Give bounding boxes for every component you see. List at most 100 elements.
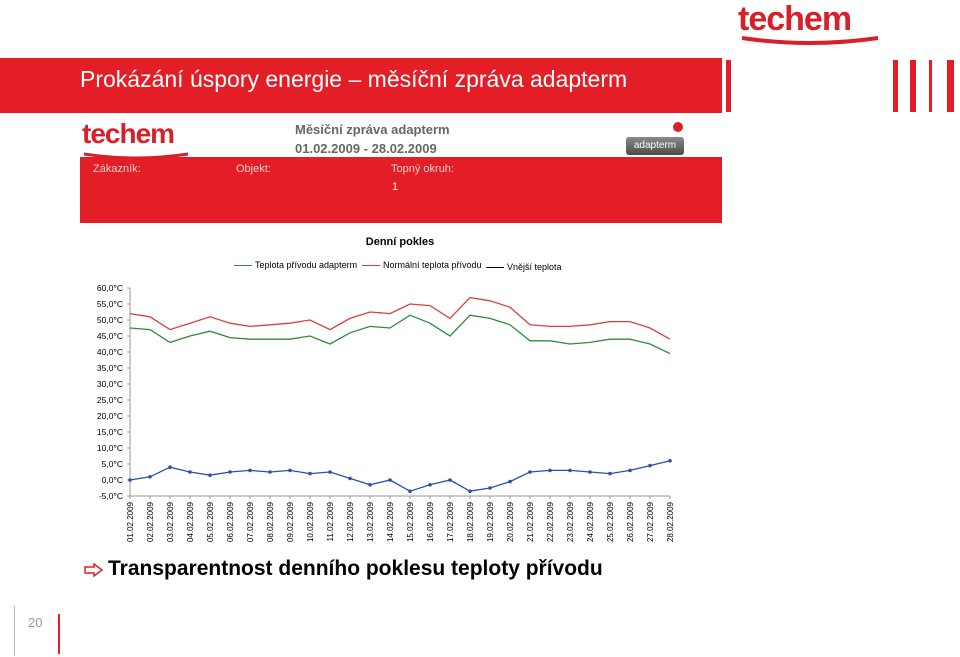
slide-title: Prokázání úspory energie – měsíční zpráv… [80,66,628,92]
footer-divider [14,606,15,656]
decor-bar [910,60,916,112]
decor-bar [929,60,932,112]
y-tick-label: 45,0°C [97,331,123,341]
x-tick-label: 11.02.2009 [326,501,335,541]
series-point [188,470,192,474]
x-tick-label: 12.02.2009 [346,501,355,542]
series-line-2 [129,460,671,492]
x-tick-label: 21.02.2009 [526,501,535,542]
x-tick-label: 19.02.2009 [486,501,495,542]
x-tick-label: 24.02.2009 [586,501,595,542]
y-tick-label: 10,0°C [97,443,123,453]
y-tick-label: 30,0°C [97,379,123,389]
series-point [668,459,672,463]
object-label: Objekt: [236,163,271,175]
legend-swatch [362,265,380,267]
series-point [368,483,372,487]
x-tick-label: 04.02.2009 [186,501,195,542]
x-tick-label: 05.02.2009 [206,501,215,542]
series-point [588,470,592,474]
y-tick-label: 0,0°C [102,475,123,485]
series-point [408,489,412,493]
series-line-1 [129,296,671,340]
series-point [628,468,632,473]
series-point [228,470,232,474]
series-point [208,473,212,477]
x-tick-label: 08.02.2009 [266,501,275,542]
x-tick-label: 07.02.2009 [246,501,255,542]
y-tick-label: 40,0°C [97,347,123,357]
y-tick-label: 25,0°C [97,395,123,405]
title-banner [0,58,722,113]
adapterm-dot-icon [673,122,683,132]
legend-item-supply: Teplota přívodu adapterm [234,260,357,270]
legend-swatch [234,265,252,267]
x-tick-label: 15.02.2009 [406,501,415,542]
y-tick-label: 35,0°C [97,363,123,373]
y-tick-label: 55,0°C [97,299,123,309]
x-tick-label: 22.02.2009 [546,501,555,542]
series-point [488,486,492,490]
x-tick-label: 26.02.2009 [626,501,635,542]
y-tick-label: 5,0°C [102,459,123,469]
series-point [168,465,172,469]
bottom-caption: Transparentnost denního poklesu teploty … [108,557,603,580]
decor-bar [726,60,731,112]
series-point [528,470,532,474]
circuit-label: Topný okruh: [391,163,454,175]
series-point [568,468,572,473]
legend-swatch [486,267,504,269]
legend-item-outdoor: Vnější teplota [486,262,562,272]
series-point [248,468,252,473]
report-header-top [80,113,722,157]
x-tick-label: 27.02.2009 [646,501,655,542]
chart-title: Denní pokles [365,236,435,248]
y-tick-label: -5,0°C [99,491,123,501]
series-point [128,478,132,482]
x-tick-label: 13.02.2009 [366,501,375,542]
x-tick-label: 01.02.2009 [126,501,135,542]
series-point [648,463,652,468]
techem-swoosh-icon [741,36,879,45]
series-line-0 [129,314,671,355]
x-tick-label: 14.02.2009 [386,501,395,542]
arrow-right-icon [84,563,104,577]
x-tick-label: 18.02.2009 [466,501,475,542]
series-point [548,468,552,473]
x-tick-label: 17.02.2009 [446,501,455,542]
y-tick-label: 50,0°C [97,315,123,325]
adapterm-logo: adapterm [626,137,684,155]
series-point [448,478,452,482]
series-point [308,471,312,476]
x-tick-label: 23.02.2009 [566,501,575,542]
x-tick-label: 25.02.2009 [606,501,615,542]
y-tick-label: 60,0°C [97,283,123,293]
series-point [468,489,472,493]
series-point [288,468,292,473]
x-tick-label: 10.02.2009 [306,501,315,542]
circuit-value: 1 [392,181,399,193]
series-point [428,483,432,487]
report-date-range: 01.02.2009 - 28.02.2009 [295,141,437,156]
x-tick-label: 16.02.2009 [426,501,435,542]
series-point [328,470,332,474]
x-tick-label: 28.02.2009 [666,501,675,542]
series-point [148,475,152,479]
y-tick-label: 15,0°C [97,427,123,437]
x-tick-label: 20.02.2009 [506,501,515,542]
series-point [508,479,512,484]
report-techem-logo: techem [82,120,190,166]
customer-label: Zákazník: [93,163,141,175]
techem-logo-text: techem [738,0,852,38]
series-point [388,478,392,482]
daily-drop-chart: 60,0°C 55,0°C 50,0°C 45,0°C 40,0°C 35,0°C 30,0… [97,283,675,542]
x-tick-label: 03.02.2009 [166,501,175,542]
x-tick-label: 06.02.2009 [226,501,235,542]
x-tick-label: 09.02.2009 [286,501,295,542]
series-point [348,476,352,481]
decor-bar [893,60,898,112]
legend-item-normal: Normální teplota přívodu [362,260,482,270]
y-tick-label: 20,0°C [97,411,123,421]
footer-accent-line [58,614,60,654]
series-point [268,470,272,474]
